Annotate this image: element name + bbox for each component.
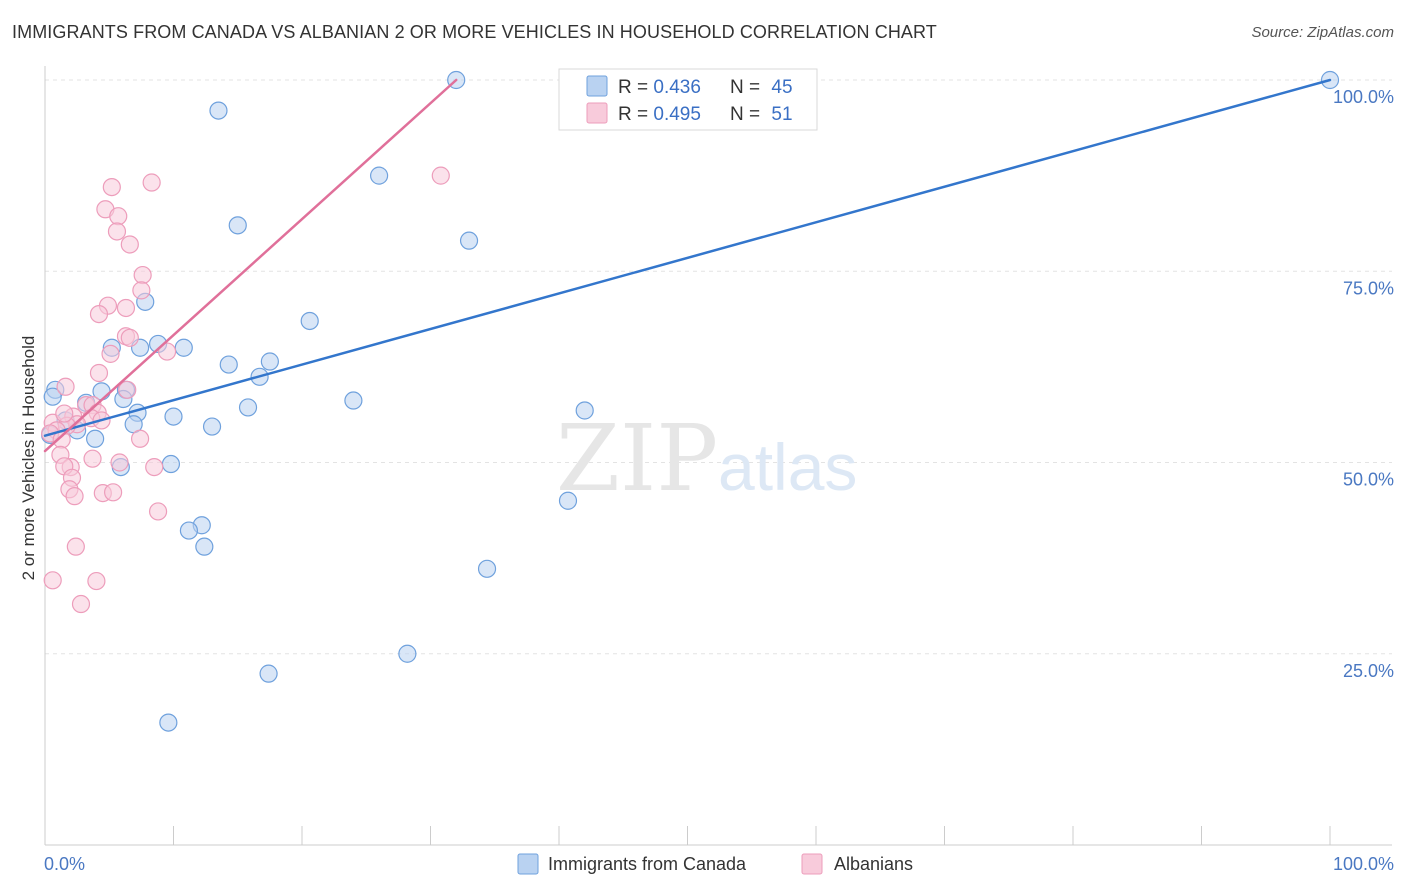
chart-title: IMMIGRANTS FROM CANADA VS ALBANIAN 2 OR … [12,22,937,42]
point-canada-43 [159,713,178,732]
point-albanians-46 [87,571,106,591]
legend-n-value-canada: 45 [771,77,792,98]
legend-n-label-albanians: N = [730,104,765,125]
tick-labels: 0.0% 100.0% 25.0% 50.0% 75.0% 100.0% [44,87,1394,874]
point-canada-20 [43,387,62,406]
legend-r-value-canada: 0.436 [653,77,701,98]
point-albanians-14 [157,342,177,361]
point-canada-39 [195,537,214,556]
point-albanians-15 [101,344,120,363]
chart-source: Source: ZipAtlas.com [1251,24,1394,41]
series-legend-label-canada: Immigrants from Canada [548,854,747,874]
legend-n-label-canada: N = [730,77,765,98]
point-albanians-13 [120,328,139,347]
legend-n-canada: N = 45 [730,77,793,98]
y-axis-label: 2 or more Vehicles in Household [19,336,38,581]
trend-line-albanians [43,78,458,453]
point-canada-6 [228,216,247,235]
point-canada-40 [477,559,497,578]
point-albanians-43 [148,502,168,521]
point-albanians-34 [110,453,129,472]
legend-swatch-albanians [586,102,608,124]
legend-row-canada: R = 0.436 [618,77,701,98]
point-albanians-1 [102,178,121,197]
watermark-atlas: atlas [718,430,857,504]
point-albanians-2 [431,166,450,185]
data-points [41,70,1340,732]
series-legend-label-albanians: Albanians [834,854,913,874]
point-canada-14 [219,355,238,374]
point-albanians-47 [71,594,91,614]
y-tick-label-1: 50.0% [1343,470,1394,490]
point-albanians-45 [43,571,62,590]
point-canada-27 [164,407,183,426]
point-canada-4 [209,101,228,120]
point-canada-36 [558,491,578,510]
legend-r-value-albanians: 0.495 [653,104,701,125]
x-tick-label-max: 100.0% [1333,854,1394,874]
point-albanians-48 [55,404,74,423]
series-legend-swatch-canada [517,853,539,875]
point-canada-7 [459,231,479,250]
gridlines [45,79,1392,655]
point-albanians-17 [56,377,75,396]
point-albanians-16 [89,363,109,383]
point-albanians-42 [65,487,84,506]
trend-line-canada [43,78,1332,437]
legend-row-albanians: R = 0.495 [618,104,701,125]
point-albanians-35 [145,457,164,477]
watermark: ZIP atlas [556,405,857,512]
point-canada-34 [161,454,181,474]
y-tick-label-2: 75.0% [1343,278,1394,298]
point-albanians-7 [133,265,152,285]
point-albanians-8 [132,281,151,300]
series-legend: Immigrants from Canada Albanians [517,853,913,875]
point-canada-30 [202,417,222,436]
point-canada-15 [260,352,279,371]
point-canada-33 [86,429,105,448]
point-canada-5 [370,166,389,185]
series-legend-swatch-albanians [801,853,823,875]
legend-n-value-albanians: 51 [771,104,792,125]
x-tick-label-min: 0.0% [44,854,85,874]
point-canada-9 [300,311,319,331]
point-albanians-18 [118,380,137,399]
point-albanians-5 [107,222,127,241]
axes [44,66,1392,846]
point-canada-42 [259,664,278,683]
point-canada-38 [179,521,199,540]
y-tick-label-3: 100.0% [1333,87,1394,107]
point-albanians-0 [142,173,161,192]
point-albanians-41 [104,483,123,502]
y-tick-label-0: 25.0% [1343,661,1394,681]
point-canada-24 [238,398,258,417]
point-albanians-44 [66,537,85,556]
point-canada-41 [398,644,417,663]
point-albanians-10 [116,298,136,318]
point-albanians-6 [120,235,139,254]
trend-lines [43,78,1332,453]
point-albanians-33 [83,449,102,468]
point-canada-25 [575,401,594,420]
legend-swatch-canada [586,75,608,97]
point-canada-12 [174,338,193,357]
legend-r-label-albanians: R = [618,104,653,125]
point-albanians-4 [109,207,128,226]
stats-legend: R = 0.436 N = 45 R = 0.495 N = 51 [558,68,818,131]
legend-r-label-canada: R = [618,77,653,98]
point-albanians-11 [89,304,109,324]
watermark-zip: ZIP [556,405,718,512]
point-canada-23 [344,391,363,410]
point-albanians-31 [130,429,150,448]
legend-n-albanians: N = 51 [730,104,793,125]
